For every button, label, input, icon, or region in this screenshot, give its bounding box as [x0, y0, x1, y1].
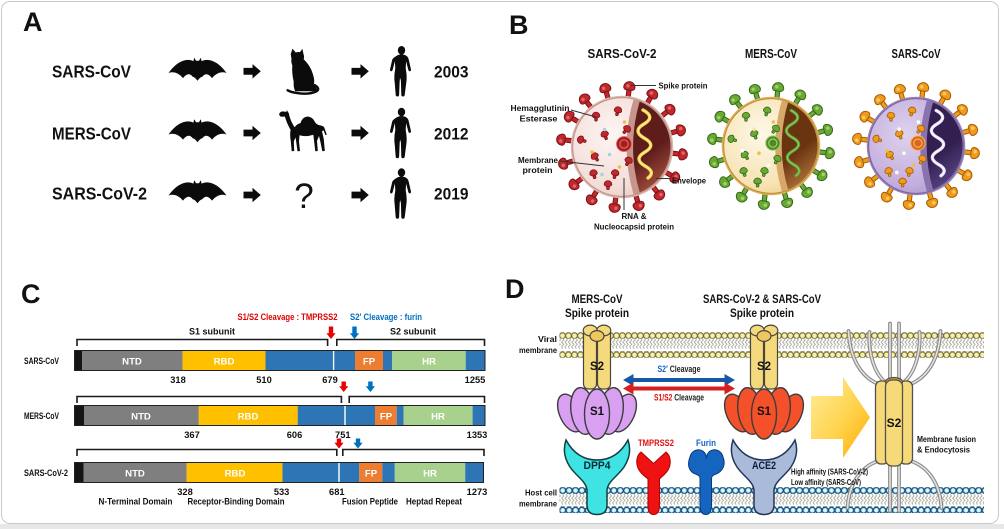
- svg-text:MERS-CoV: MERS-CoV: [52, 124, 131, 144]
- svg-text:Esterase: Esterase: [520, 114, 558, 124]
- svg-text:SARS-CoV-2: SARS-CoV-2: [588, 46, 657, 61]
- svg-text:MERS-CoV: MERS-CoV: [745, 46, 797, 61]
- svg-text:Nucleocapsid protein: Nucleocapsid protein: [594, 222, 674, 232]
- svg-text:679: 679: [322, 375, 338, 385]
- svg-text:FP: FP: [363, 357, 376, 368]
- svg-text:HR: HR: [422, 357, 436, 368]
- svg-text:751: 751: [335, 430, 351, 440]
- svg-text:B: B: [509, 10, 529, 40]
- svg-text:Membrane: Membrane: [518, 155, 558, 165]
- svg-text:681: 681: [329, 487, 345, 497]
- svg-text:FP: FP: [365, 469, 378, 480]
- svg-text:S1: S1: [590, 406, 605, 418]
- svg-text:NTD: NTD: [125, 469, 145, 480]
- svg-text:Heptad Repeat: Heptad Repeat: [406, 497, 463, 508]
- svg-text:RBD: RBD: [225, 469, 246, 480]
- svg-text:533: 533: [274, 487, 290, 497]
- svg-text:MERS-CoV: MERS-CoV: [572, 292, 624, 306]
- svg-text:Envelope: Envelope: [672, 176, 706, 186]
- svg-text:NTD: NTD: [131, 412, 151, 423]
- svg-text:RBD: RBD: [238, 412, 259, 423]
- svg-text:S1/S2 Cleavage: S1/S2 Cleavage: [654, 393, 704, 403]
- svg-text:A: A: [23, 7, 43, 37]
- svg-text:Viral: Viral: [538, 334, 557, 344]
- svg-text:RNA &: RNA &: [622, 211, 647, 221]
- svg-text:SARS-CoV-2: SARS-CoV-2: [24, 468, 68, 479]
- svg-text:MERS-CoV: MERS-CoV: [24, 411, 59, 422]
- svg-text:DPP4: DPP4: [584, 460, 612, 472]
- svg-text:1273: 1273: [467, 487, 488, 497]
- svg-text:N-Terminal Domain: N-Terminal Domain: [99, 497, 173, 508]
- svg-text:S2′ Cleavage : furin: S2′ Cleavage : furin: [350, 312, 422, 322]
- svg-text:S2: S2: [757, 361, 771, 373]
- svg-text:Membrane fusion: Membrane fusion: [917, 434, 976, 444]
- svg-text:Fusion Peptide: Fusion Peptide: [342, 497, 398, 508]
- svg-text:S2: S2: [887, 416, 902, 430]
- svg-text:1255: 1255: [465, 375, 486, 385]
- svg-text:S2: S2: [590, 361, 604, 373]
- svg-text:2019: 2019: [434, 186, 469, 204]
- svg-text:HR: HR: [431, 412, 445, 423]
- svg-text:S2 subunit: S2 subunit: [390, 327, 437, 338]
- svg-text:SARS-CoV-2: SARS-CoV-2: [52, 184, 147, 204]
- svg-text:Spike protein: Spike protein: [730, 306, 794, 320]
- svg-text:1353: 1353: [467, 430, 488, 440]
- svg-text:membrane: membrane: [519, 345, 557, 355]
- svg-text:SARS-CoV: SARS-CoV: [52, 62, 131, 82]
- svg-text:Spike protein: Spike protein: [659, 81, 708, 91]
- svg-text:328: 328: [177, 487, 193, 497]
- svg-text:S1/S2 Cleavage : TMPRSS2: S1/S2 Cleavage : TMPRSS2: [238, 312, 338, 322]
- svg-text:RBD: RBD: [214, 357, 235, 368]
- svg-text:2003: 2003: [434, 64, 469, 82]
- svg-text:SARS-CoV: SARS-CoV: [24, 356, 59, 367]
- svg-text:2012: 2012: [434, 126, 469, 144]
- svg-text:Hemagglutinin: Hemagglutinin: [511, 103, 570, 113]
- svg-text:Receptor-Binding Domain: Receptor-Binding Domain: [188, 497, 285, 508]
- svg-text:Host cell: Host cell: [525, 488, 557, 498]
- svg-text:FP: FP: [380, 412, 393, 423]
- svg-text:C: C: [21, 279, 41, 309]
- svg-text:High affinity (SARS-CoV-2): High affinity (SARS-CoV-2): [791, 468, 868, 477]
- svg-text:TMPRSS2: TMPRSS2: [638, 438, 674, 448]
- svg-text:SARS-CoV-2 & SARS-CoV: SARS-CoV-2 & SARS-CoV: [703, 292, 822, 306]
- svg-text:606: 606: [287, 430, 303, 440]
- svg-text:ACE2: ACE2: [752, 460, 776, 472]
- svg-text:510: 510: [256, 375, 272, 385]
- svg-text:367: 367: [184, 430, 200, 440]
- svg-text:318: 318: [170, 375, 186, 385]
- svg-text:Low affinity (SARS-CoV): Low affinity (SARS-CoV): [791, 478, 861, 487]
- svg-text:Furin: Furin: [696, 438, 716, 448]
- svg-text:Spike protein: Spike protein: [565, 306, 629, 320]
- svg-text:HR: HR: [423, 469, 437, 480]
- svg-text:S1: S1: [757, 406, 772, 418]
- svg-text:SARS-CoV: SARS-CoV: [892, 46, 941, 61]
- svg-text:& Endocytosis: & Endocytosis: [917, 445, 970, 455]
- svg-text:protein: protein: [523, 165, 553, 175]
- svg-text:S2′ Cleavage: S2′ Cleavage: [658, 364, 701, 374]
- svg-text:D: D: [505, 274, 525, 304]
- svg-text:S1 subunit: S1 subunit: [189, 327, 236, 338]
- svg-text:?: ?: [294, 177, 313, 216]
- svg-text:membrane: membrane: [519, 499, 557, 509]
- svg-text:NTD: NTD: [122, 357, 142, 368]
